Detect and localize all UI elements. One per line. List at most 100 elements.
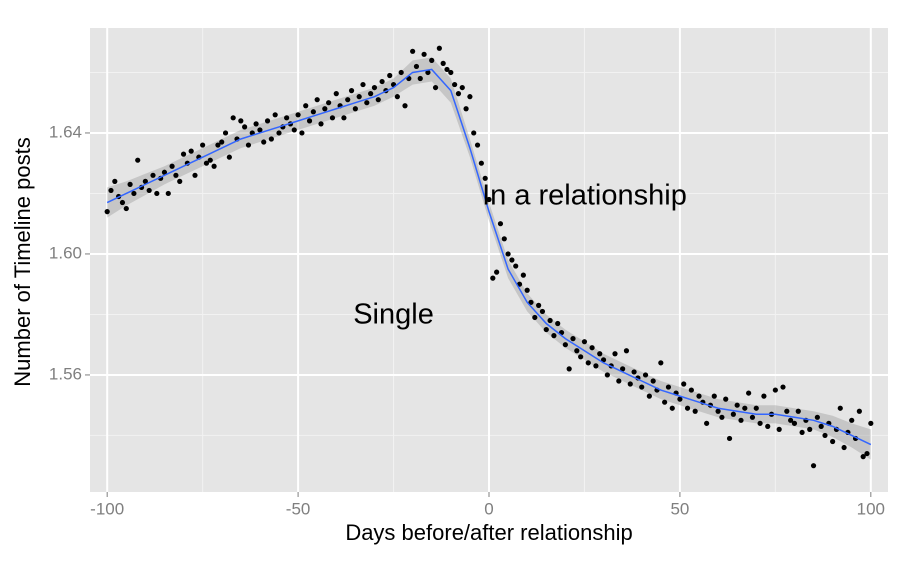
data-point: [623, 348, 630, 354]
data-point: [169, 163, 175, 169]
data-point: [642, 372, 649, 378]
data-point: [791, 420, 798, 426]
data-point: [356, 94, 362, 100]
data-point: [589, 345, 595, 351]
data-point: [726, 435, 733, 442]
data-point: [669, 405, 675, 411]
data-point: [730, 411, 736, 417]
data-point: [230, 115, 236, 121]
data-point: [123, 205, 129, 212]
data-point: [662, 399, 668, 405]
data-point: [211, 163, 217, 169]
data-point: [291, 127, 297, 133]
data-point: [509, 257, 515, 263]
data-point: [413, 63, 420, 70]
data-point: [425, 69, 431, 76]
data-point: [448, 69, 454, 76]
data-point: [119, 199, 126, 206]
data-point: [150, 172, 156, 178]
data-point: [135, 157, 141, 163]
data-point: [238, 118, 244, 124]
data-point: [585, 360, 591, 366]
data-point: [264, 118, 271, 124]
data-point: [520, 272, 526, 278]
data-point: [436, 45, 442, 51]
data-point: [818, 423, 824, 429]
data-point: [452, 81, 458, 88]
annotation: In a relationship: [482, 180, 687, 212]
data-point: [379, 78, 385, 85]
data-point: [574, 348, 580, 354]
data-point: [597, 351, 603, 357]
data-point: [490, 275, 496, 281]
data-point: [173, 172, 179, 178]
data-point: [566, 366, 572, 372]
data-point: [318, 121, 324, 127]
data-point: [765, 423, 771, 429]
data-point: [692, 408, 698, 414]
y-axis-title: Number of Timeline posts: [10, 137, 35, 386]
x-axis-title: Days before/after relationship: [345, 520, 632, 545]
data-point: [776, 426, 782, 432]
data-point: [841, 444, 847, 451]
data-point: [112, 178, 118, 184]
data-point: [593, 363, 599, 369]
data-point: [257, 127, 263, 133]
data-point: [410, 48, 416, 54]
data-point: [299, 130, 305, 136]
data-point: [849, 417, 855, 423]
data-point: [868, 420, 874, 426]
data-point: [459, 84, 465, 91]
data-point: [547, 317, 553, 324]
data-point: [455, 91, 462, 97]
data-point: [650, 378, 656, 384]
data-point: [497, 221, 504, 227]
data-point: [478, 160, 484, 166]
data-point: [788, 417, 794, 423]
data-point: [242, 124, 248, 130]
data-point: [314, 97, 320, 103]
data-point: [864, 450, 870, 457]
data-point: [822, 432, 828, 439]
data-point: [226, 154, 232, 160]
annotation: Single: [353, 299, 434, 331]
data-point: [494, 269, 500, 275]
data-point: [188, 148, 194, 154]
data-point: [463, 106, 469, 112]
data-point: [612, 351, 618, 357]
data-point: [524, 287, 530, 293]
data-point: [245, 142, 252, 148]
data-point: [482, 175, 488, 181]
data-point: [215, 142, 221, 148]
data-point: [429, 57, 435, 63]
data-point: [562, 342, 568, 348]
data-point: [539, 308, 546, 315]
data-point: [394, 94, 400, 100]
data-point: [711, 393, 717, 399]
data-point: [772, 387, 778, 393]
data-point: [665, 384, 672, 390]
data-point: [734, 402, 740, 408]
data-point: [646, 393, 652, 399]
data-point: [837, 405, 843, 411]
data-point: [192, 172, 198, 178]
data-point: [631, 369, 637, 375]
data-point: [474, 142, 481, 148]
data-point: [742, 405, 748, 411]
data-point: [746, 390, 752, 396]
y-tick-label: 1.64: [49, 122, 82, 141]
data-point: [688, 387, 694, 393]
data-point: [295, 112, 301, 118]
data-point: [467, 94, 473, 100]
data-point: [681, 381, 687, 387]
data-point: [505, 251, 511, 257]
data-point: [528, 299, 534, 305]
data-point: [165, 190, 171, 197]
data-point: [738, 417, 744, 423]
data-point: [219, 139, 225, 145]
data-point: [753, 405, 759, 411]
y-tick-label: 1.56: [49, 364, 82, 383]
data-point: [570, 336, 576, 342]
data-point: [627, 381, 633, 387]
data-point: [810, 463, 817, 469]
